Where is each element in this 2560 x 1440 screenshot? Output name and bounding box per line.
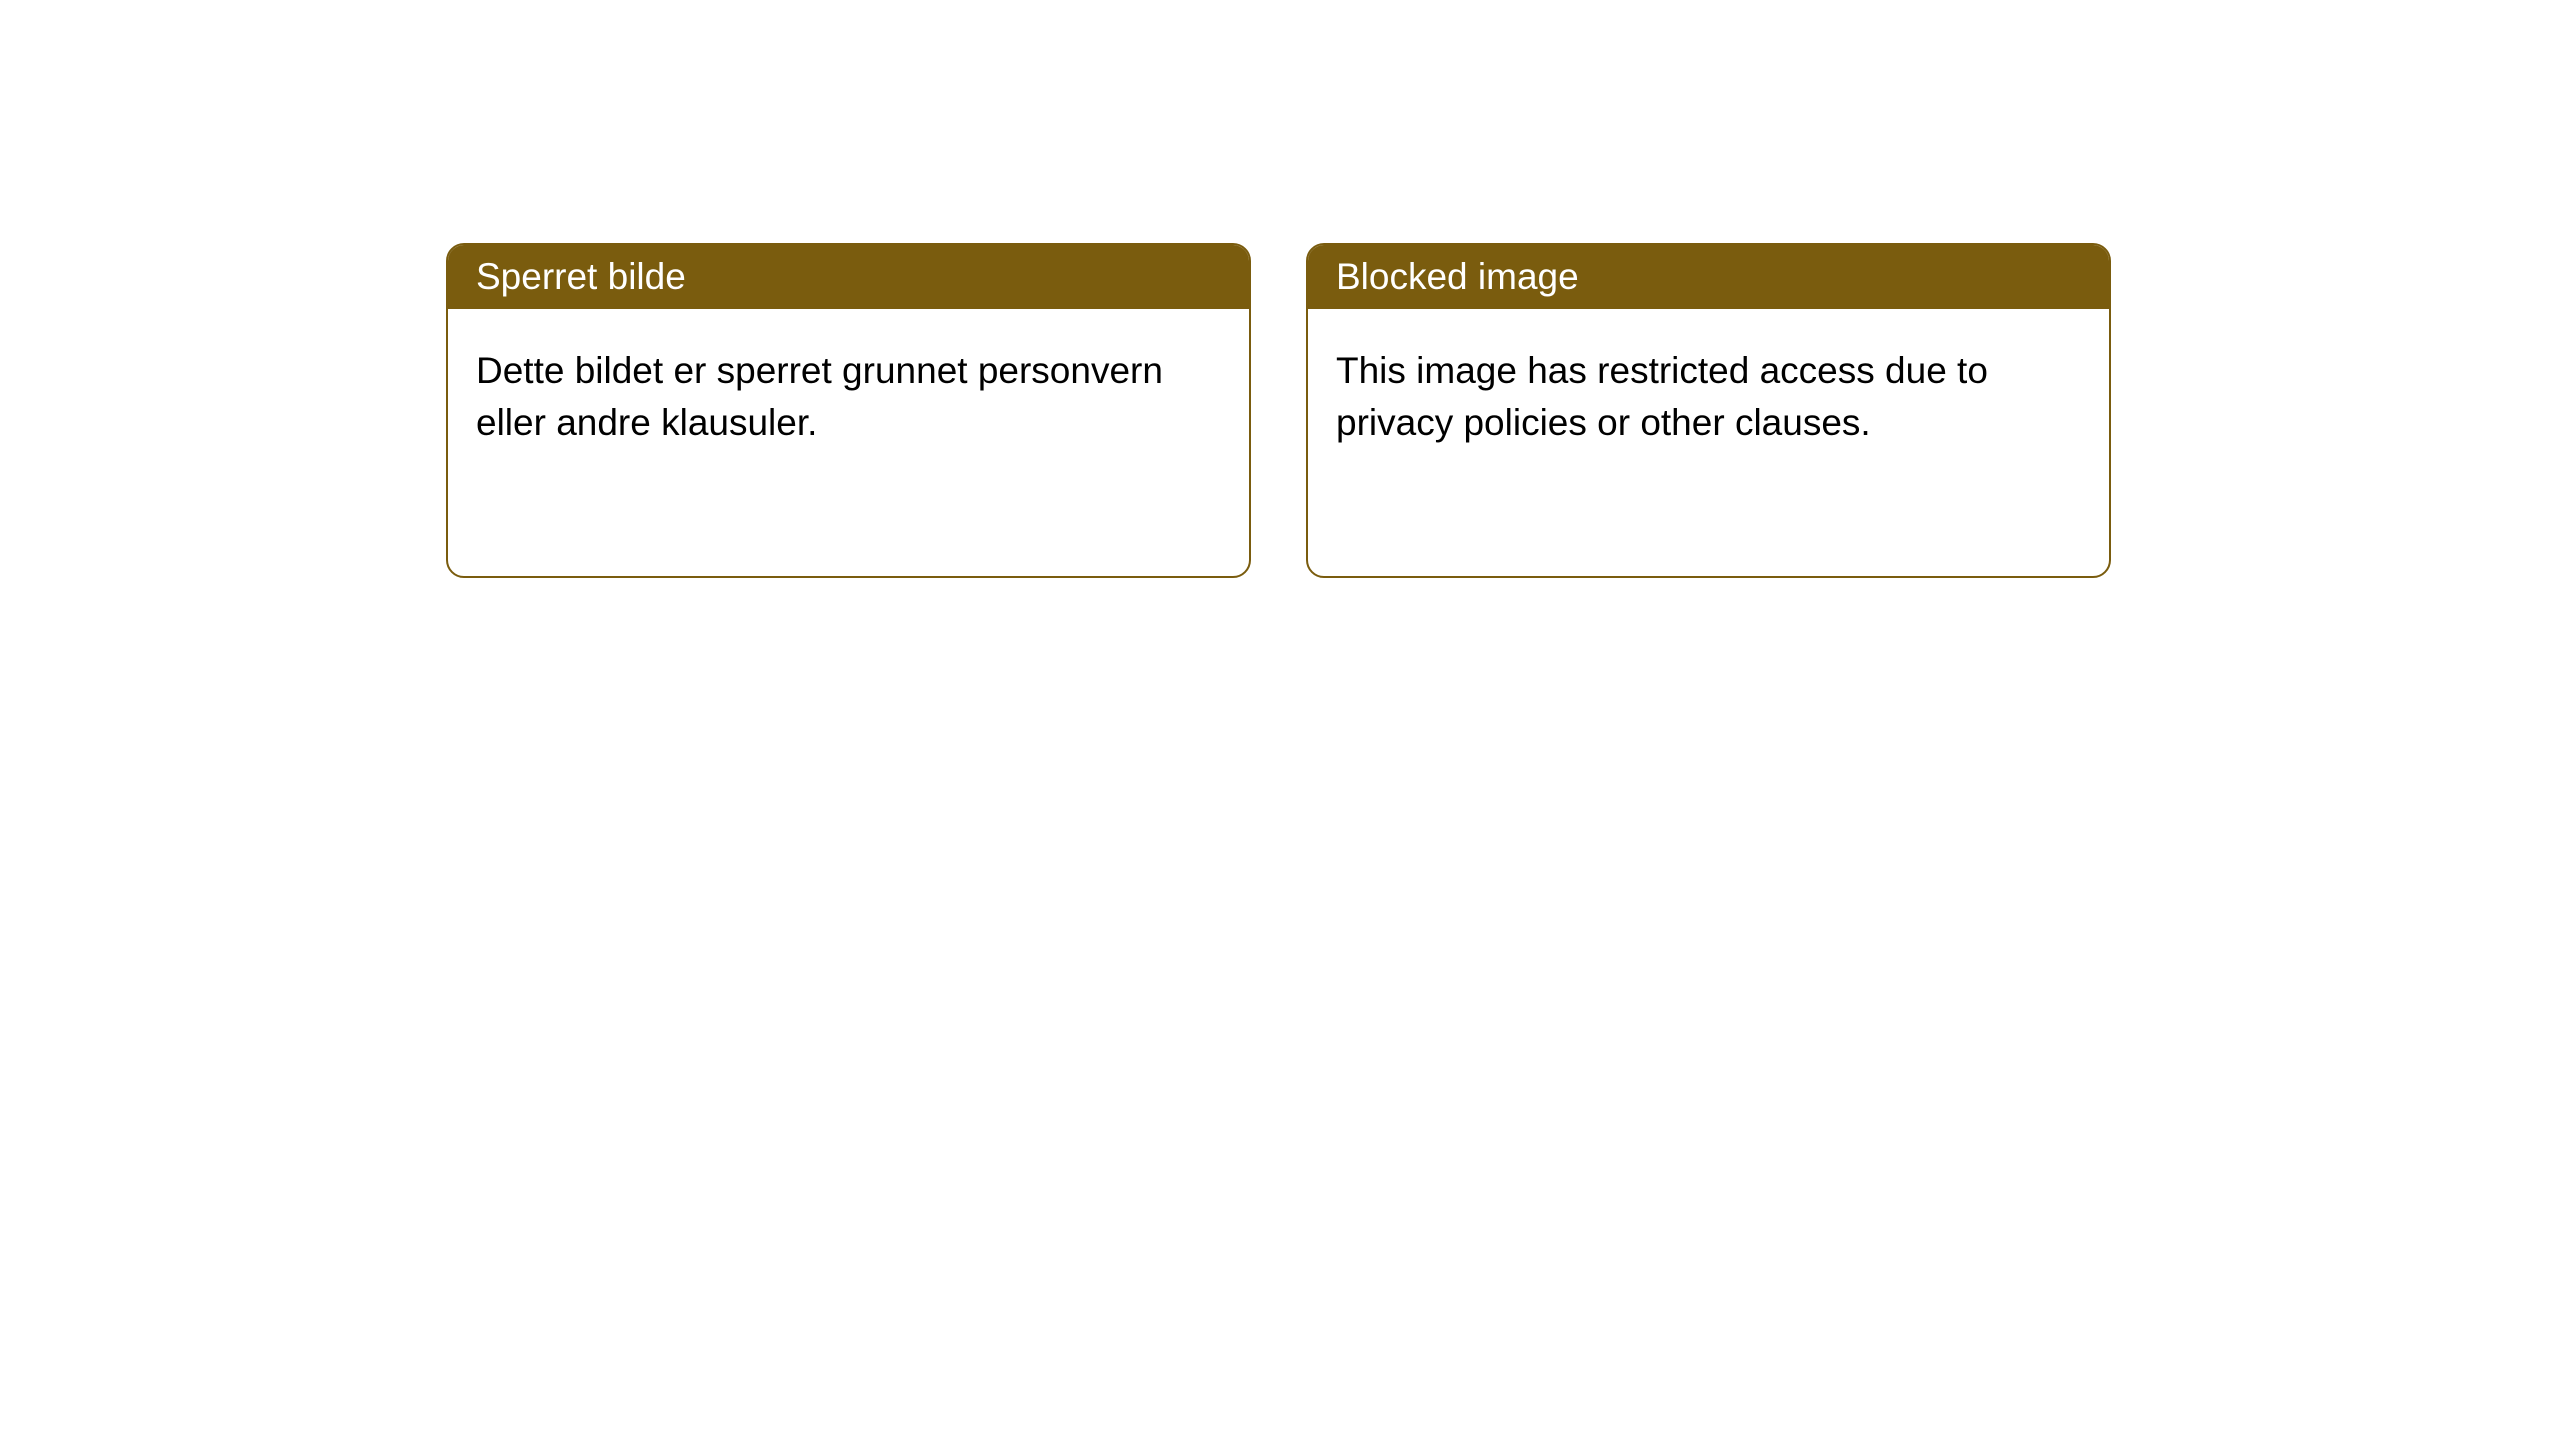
- notice-card-body: This image has restricted access due to …: [1308, 309, 2109, 485]
- notice-card-norwegian: Sperret bilde Dette bildet er sperret gr…: [446, 243, 1251, 578]
- notice-container: Sperret bilde Dette bildet er sperret gr…: [0, 0, 2560, 578]
- notice-card-title: Blocked image: [1308, 245, 2109, 309]
- notice-card-title: Sperret bilde: [448, 245, 1249, 309]
- notice-card-body: Dette bildet er sperret grunnet personve…: [448, 309, 1249, 485]
- notice-card-english: Blocked image This image has restricted …: [1306, 243, 2111, 578]
